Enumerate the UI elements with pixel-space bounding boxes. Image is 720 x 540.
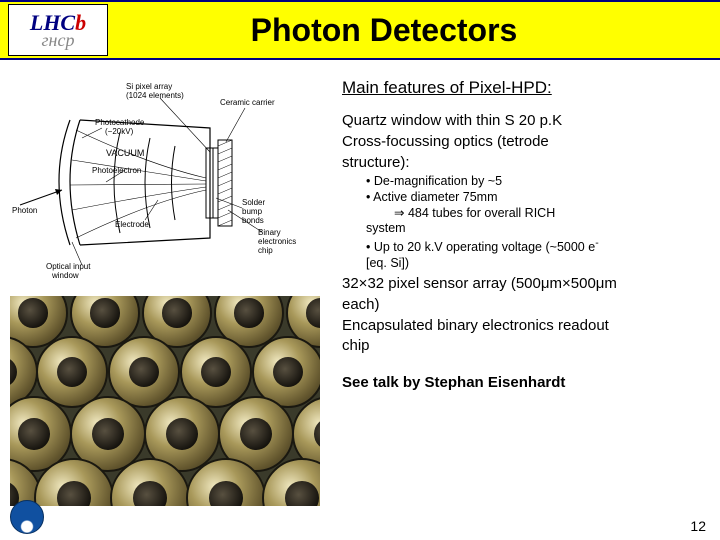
see-talk-line: See talk by Stephan Eisenhardt — [342, 374, 710, 391]
diagram-label: (1024 elements) — [126, 91, 184, 100]
bullet-item: • Up to 20 k.V operating voltage (~5000 … — [366, 237, 710, 256]
diagram-label: Solder — [242, 198, 265, 207]
diagram-label: chip — [258, 246, 273, 255]
diagram-label: VACUUM — [106, 148, 144, 158]
bullet-item: • Active diameter 75mm — [366, 190, 710, 206]
page-number: 12 — [690, 518, 706, 534]
bullet-sub: system — [366, 221, 710, 237]
diagram-label: Photon — [12, 206, 37, 215]
title-bar: LHCb гнср Photon Detectors — [0, 0, 720, 60]
bullet-item: [eq. Si]) — [366, 256, 710, 272]
features-heading: Main features of Pixel-HPD: — [342, 78, 710, 98]
diagram-label: window — [52, 271, 79, 280]
diagram-label: bonds — [242, 216, 264, 225]
para-line: Cross-focussing optics (tetrode — [342, 133, 710, 152]
para-line: chip — [342, 337, 710, 356]
logo-line2: гнср — [42, 30, 75, 51]
hpd-photo — [10, 296, 320, 506]
diagram-label: Ceramic carrier — [220, 98, 275, 107]
para-line: structure): — [342, 154, 710, 173]
diagram-label: Electrode — [115, 220, 149, 229]
diagram-label: (−20kV) — [105, 127, 133, 136]
para-line: Encapsulated binary electronics readout — [342, 317, 710, 336]
left-column: Si pixel array (1024 elements) Ceramic c… — [10, 70, 330, 540]
diagram-label: Photoelectron — [92, 166, 141, 175]
slide-title: Photon Detectors — [108, 12, 720, 49]
diagram-label: electronics — [258, 237, 296, 246]
diagram-label: Si pixel array — [126, 82, 172, 91]
para-line: Quartz window with thin S 20 p.K — [342, 112, 710, 131]
bullet-list: • De-magnification by ~5 • Active diamet… — [342, 174, 710, 271]
para-line: 32×32 pixel sensor array (500μm×500μm — [342, 275, 710, 294]
diagram-label: bump — [242, 207, 262, 216]
diagram-label: Photocathode — [95, 118, 144, 127]
right-column: Main features of Pixel-HPD: Quartz windo… — [330, 70, 710, 540]
para-line: each) — [342, 296, 710, 315]
lhcb-logo: LHCb гнср — [8, 4, 108, 56]
hpd-diagram: Si pixel array (1024 elements) Ceramic c… — [10, 70, 320, 290]
bullet-item: • De-magnification by ~5 — [366, 174, 710, 190]
bullet-sub: ⇒ 484 tubes for overall RICH — [366, 206, 710, 222]
content-area: Si pixel array (1024 elements) Ceramic c… — [0, 60, 720, 540]
diagram-label: Binary — [258, 228, 281, 237]
diagram-label: Optical input — [46, 262, 90, 271]
corner-logo-icon — [10, 500, 44, 534]
